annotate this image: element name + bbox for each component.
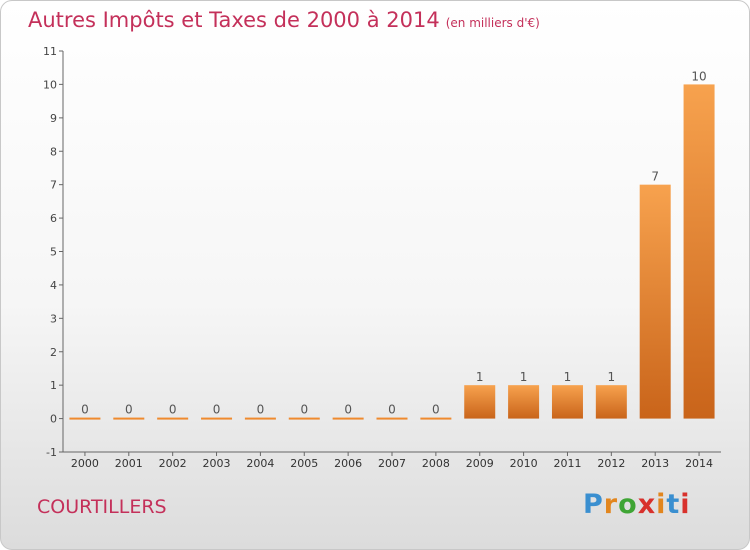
y-tick-label: 3	[50, 312, 57, 325]
x-tick-label: 2014	[685, 457, 713, 470]
bar	[113, 417, 145, 420]
bar	[551, 385, 583, 419]
bar	[464, 385, 496, 419]
x-tick-label: 2009	[466, 457, 494, 470]
x-tick-label: 2003	[203, 457, 231, 470]
x-tick-label: 2013	[641, 457, 669, 470]
y-tick-label: 6	[50, 212, 57, 225]
bar	[201, 417, 233, 420]
y-tick-label: 9	[50, 112, 57, 125]
y-tick-label: 0	[50, 413, 57, 426]
bar	[288, 417, 320, 420]
bar	[508, 385, 540, 419]
x-tick-label: 2010	[510, 457, 538, 470]
brand-letter: P	[583, 489, 604, 520]
y-tick-label: -1	[46, 446, 57, 459]
data-label: 0	[125, 403, 133, 417]
brand-letter: i	[680, 489, 691, 520]
y-tick-label: 4	[50, 279, 57, 292]
data-label: 1	[520, 370, 528, 384]
x-tick-label: 2005	[290, 457, 318, 470]
chart-title-block: Autres Impôts et Taxes de 2000 à 2014 (en…	[28, 8, 540, 32]
y-tick-label: 1	[50, 379, 57, 392]
x-tick-label: 2004	[246, 457, 274, 470]
y-tick-label: 7	[50, 179, 57, 192]
y-tick-label: 2	[50, 346, 57, 359]
data-label: 0	[81, 403, 89, 417]
y-tick-label: 8	[50, 145, 57, 158]
x-tick-label: 2008	[422, 457, 450, 470]
y-tick-label: 10	[43, 78, 57, 91]
bar	[683, 84, 715, 419]
x-tick-label: 2012	[597, 457, 625, 470]
data-label: 0	[432, 403, 440, 417]
x-tick-label: 2006	[334, 457, 362, 470]
chart-title: Autres Impôts et Taxes de 2000 à 2014	[28, 8, 440, 32]
data-label: 1	[608, 370, 616, 384]
brand-letter: x	[637, 489, 657, 520]
data-label: 0	[169, 403, 177, 417]
bar	[420, 417, 452, 420]
brand-letter: r	[603, 489, 619, 520]
brand-letter: i	[656, 489, 667, 520]
bar	[69, 417, 101, 420]
bar	[376, 417, 408, 420]
data-label: 0	[257, 403, 265, 417]
x-tick-label: 2000	[71, 457, 99, 470]
bar	[639, 184, 671, 419]
data-label: 10	[691, 69, 706, 83]
proxiti-logo: Proxiti	[583, 489, 691, 520]
bar	[332, 417, 364, 420]
x-tick-label: 2001	[115, 457, 143, 470]
data-label: 0	[213, 403, 221, 417]
data-label: 1	[476, 370, 484, 384]
commune-name: COURTILLERS	[37, 496, 167, 518]
data-label: 7	[651, 170, 659, 184]
data-label: 1	[564, 370, 572, 384]
brand-letter: o	[618, 489, 638, 520]
bar	[157, 417, 189, 420]
y-tick-label: 5	[50, 246, 57, 259]
y-tick-label: 11	[43, 45, 57, 58]
x-tick-label: 2002	[159, 457, 187, 470]
bar	[244, 417, 276, 420]
brand-letter: t	[666, 489, 681, 520]
data-label: 0	[344, 403, 352, 417]
data-label: 0	[388, 403, 396, 417]
data-label: 0	[300, 403, 308, 417]
bar	[595, 385, 627, 419]
x-tick-label: 2011	[553, 457, 581, 470]
x-tick-label: 2007	[378, 457, 406, 470]
chart-subtitle: (en milliers d'€)	[445, 16, 540, 30]
